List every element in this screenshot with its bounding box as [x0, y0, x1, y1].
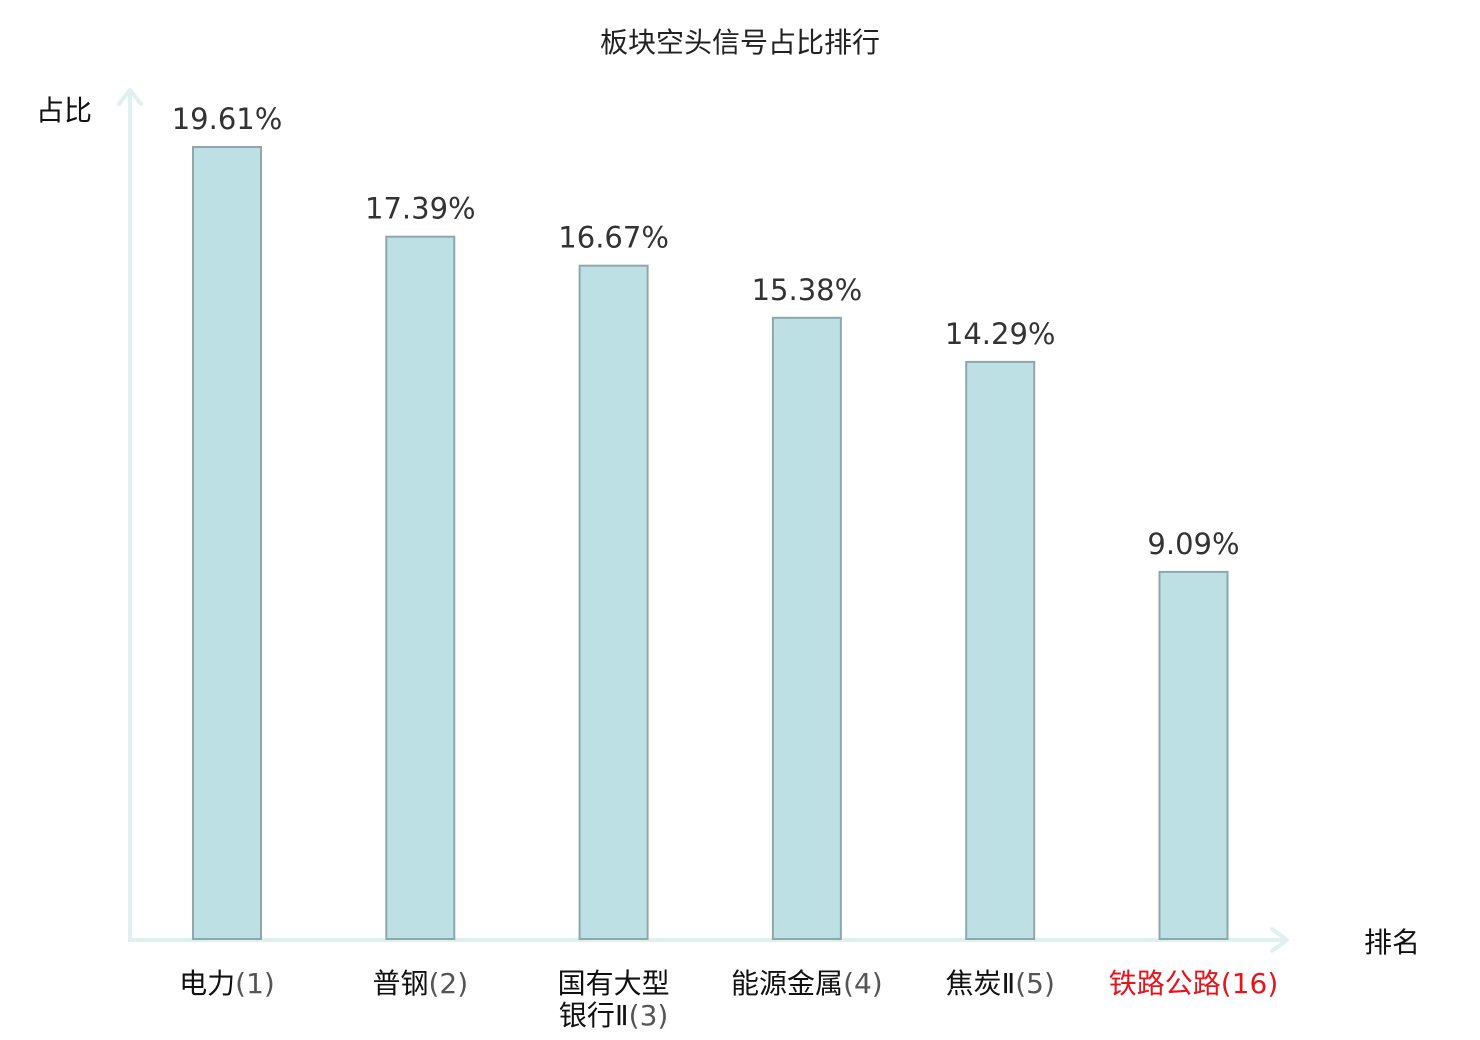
bar-value-label-3: 16.67% [558, 221, 669, 255]
bar-5 [965, 360, 1036, 940]
category-label-3-line-1: 国有大型 [558, 967, 670, 1000]
category-label-1: 电力(1) [179, 967, 275, 1000]
category-rank: (4) [843, 967, 883, 1000]
bar-value-label-6: 9.09% [1147, 527, 1239, 561]
chart-title: 板块空头信号占比排行 [600, 26, 880, 59]
category-label-5: 焦炭Ⅱ(5) [945, 967, 1054, 1000]
category-rank: (2) [428, 967, 468, 1000]
bars-group [192, 146, 1229, 941]
category-name: 普钢 [372, 967, 428, 1000]
category-label-6: 铁路公路(16) [1109, 967, 1279, 1000]
category-label-3-line-2: 银行Ⅱ(3) [559, 999, 668, 1032]
x-axis-arrow-icon [1270, 927, 1289, 953]
y-axis-label: 占比 [36, 94, 92, 127]
bar-6 [1158, 570, 1229, 941]
bar-2 [385, 235, 456, 940]
bar-value-label-5: 14.29% [945, 317, 1056, 351]
category-rank: (5) [1015, 967, 1055, 1000]
bar-value-label-1: 19.61% [172, 102, 283, 136]
category-rank: (16) [1221, 967, 1278, 1000]
category-label-2: 普钢(2) [372, 967, 468, 1000]
category-name: 焦炭Ⅱ [945, 967, 1015, 1000]
bar-4 [771, 316, 842, 940]
value-labels-group: 19.61% 17.39% 16.67% 15.38% 14.29% 9.09% [172, 102, 1240, 561]
category-name: 铁路公路 [1109, 967, 1221, 1000]
bar-value-label-4: 15.38% [752, 273, 863, 307]
category-label-4: 能源金属(4) [731, 967, 883, 1000]
y-axis-arrow-icon [117, 88, 143, 106]
category-name: 银行Ⅱ [559, 999, 629, 1032]
category-rank: (3) [629, 999, 669, 1032]
category-rank: (1) [235, 967, 275, 1000]
category-name: 能源金属 [731, 967, 843, 1000]
category-name: 国有大型 [558, 967, 670, 1000]
x-axis-label: 排名 [1364, 926, 1420, 959]
category-name: 电力 [179, 967, 235, 1000]
bar-value-label-2: 17.39% [365, 192, 476, 226]
bar-1 [192, 146, 262, 940]
bar-3 [578, 264, 649, 940]
